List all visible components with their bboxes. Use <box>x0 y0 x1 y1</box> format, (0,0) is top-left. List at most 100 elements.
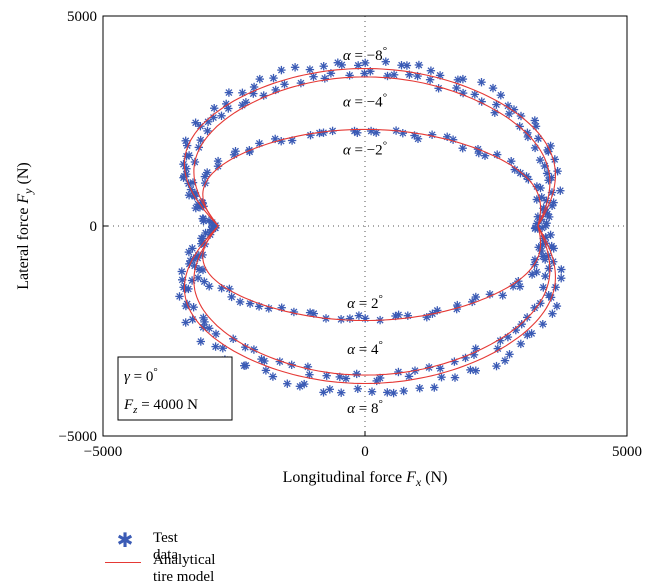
test-data-point <box>181 318 190 327</box>
test-data-point <box>238 88 247 97</box>
test-data-point <box>516 339 525 349</box>
test-data-point <box>507 157 516 166</box>
test-data-point <box>434 84 443 93</box>
test-data-point <box>189 303 198 312</box>
test-data-point <box>480 151 490 160</box>
x-tick-label: 0 <box>361 444 369 460</box>
zero-gridlines <box>103 16 627 436</box>
y-tick-label: 5000 <box>67 9 97 25</box>
test-data-point <box>353 384 362 393</box>
test-data-point <box>430 383 439 392</box>
test-data-point <box>492 100 501 109</box>
test-data-point <box>295 382 305 391</box>
test-data-point <box>175 292 184 301</box>
test-data-point <box>241 98 251 107</box>
test-data-point <box>260 356 269 366</box>
test-data-point <box>261 366 271 375</box>
test-data-point <box>205 324 214 333</box>
test-data-point <box>381 57 390 66</box>
test-data-point <box>300 379 309 389</box>
test-data-point <box>498 291 507 300</box>
slip-angle-label: α = 2° <box>347 293 383 312</box>
test-data-point <box>404 372 414 381</box>
test-data-point <box>450 357 459 366</box>
slip-angle-label: α = 4° <box>347 339 383 358</box>
test-data-point <box>557 274 566 283</box>
test-data-point <box>361 314 370 323</box>
slip-angle-label: α = −8° <box>343 45 387 64</box>
test-data-point <box>536 183 545 193</box>
x-axis-label: Longitudinal force Fx (N) <box>283 469 448 489</box>
test-data-series <box>175 57 566 398</box>
test-data-point <box>505 350 514 359</box>
test-data-point <box>309 72 318 81</box>
test-data-point <box>500 356 510 365</box>
y-tick-label: −5000 <box>59 429 97 445</box>
test-data-point <box>541 221 551 230</box>
test-data-point <box>255 74 264 84</box>
test-data-point <box>398 129 407 138</box>
test-data-point <box>241 361 251 370</box>
test-data-point <box>471 366 480 375</box>
test-data-point <box>523 132 533 142</box>
test-data-point <box>557 265 566 274</box>
test-data-point <box>458 74 468 84</box>
test-data-point <box>224 104 233 113</box>
test-data-point <box>477 78 486 87</box>
test-data-point <box>319 128 328 137</box>
test-data-point <box>427 130 437 139</box>
red-line-icon <box>105 562 141 563</box>
test-data-point <box>542 196 551 205</box>
test-data-point <box>203 126 212 136</box>
test-data-point <box>245 299 255 308</box>
test-data-point <box>530 143 540 153</box>
test-data-point <box>181 136 190 145</box>
test-data-point <box>269 73 278 83</box>
test-data-point <box>181 284 190 294</box>
model-curve <box>202 128 542 227</box>
test-data-point <box>551 283 560 292</box>
test-data-point <box>198 265 208 275</box>
test-data-point <box>235 297 245 307</box>
test-data-point <box>397 61 406 70</box>
test-data-point <box>517 320 526 329</box>
test-data-point <box>437 373 446 382</box>
test-data-point <box>534 134 543 143</box>
model-curve <box>183 67 556 227</box>
test-data-point <box>538 320 547 329</box>
test-data-point <box>549 198 558 207</box>
test-data-point <box>470 90 479 99</box>
test-data-point <box>532 267 541 277</box>
test-data-point <box>283 379 292 388</box>
test-data-point <box>516 168 525 178</box>
info-box-load: Fz = 4000 N <box>123 397 198 416</box>
test-data-point <box>203 168 212 177</box>
test-data-point <box>539 283 548 292</box>
test-data-point <box>452 83 461 93</box>
test-data-point <box>320 74 329 83</box>
model-curve <box>193 76 551 227</box>
test-data-point <box>280 80 289 89</box>
test-data-point <box>249 82 259 92</box>
analytical-model-series <box>183 67 556 385</box>
test-data-point <box>389 70 399 79</box>
test-data-point <box>218 344 227 353</box>
info-box-frame <box>117 356 233 421</box>
test-data-point <box>458 144 467 153</box>
test-data-point <box>217 111 226 120</box>
test-data-point <box>325 385 334 394</box>
test-data-point <box>469 350 479 359</box>
test-data-point <box>531 122 541 131</box>
test-data-point <box>383 388 392 397</box>
test-data-point <box>496 91 505 100</box>
test-data-point <box>345 71 354 80</box>
slip-angle-label: α = −2° <box>343 140 387 159</box>
test-data-point <box>413 134 423 143</box>
test-data-point <box>426 66 436 75</box>
test-data-point <box>197 239 206 248</box>
test-data-point <box>492 361 501 371</box>
test-data-point <box>184 151 194 160</box>
test-data-point <box>458 88 468 98</box>
test-data-point <box>210 104 219 113</box>
test-data-point <box>296 78 306 88</box>
